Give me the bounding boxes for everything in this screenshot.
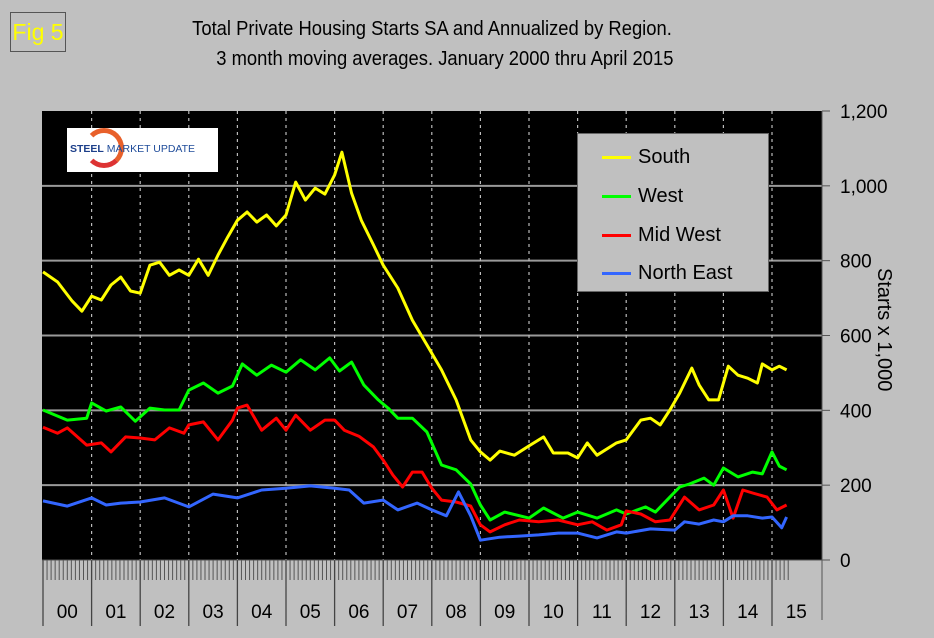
x-tick-label: 09 — [494, 602, 515, 623]
x-tick-label: 00 — [57, 602, 78, 623]
y-tick-label: 0 — [840, 551, 851, 572]
legend-item-north-east: North East — [578, 258, 732, 288]
logo-text: MARKET UPDATE — [103, 143, 196, 155]
chart-title-block: Total Private Housing Starts SA and Annu… — [110, 14, 754, 74]
x-tick-label: 06 — [348, 602, 369, 623]
series-lines — [42, 150, 788, 542]
y-tick-label: 1,000 — [840, 177, 888, 198]
y-tick-label: 1,200 — [840, 102, 888, 123]
legend-swatch-south — [602, 155, 631, 159]
x-tick-label: 11 — [592, 602, 612, 623]
legend-swatch-north-east — [602, 271, 631, 275]
legend-swatch-mid-west — [602, 233, 631, 237]
legend-item-west: West — [578, 181, 683, 211]
x-tick-label: 01 — [105, 602, 126, 623]
legend-item-south: South — [578, 142, 690, 172]
series-line-south — [42, 150, 788, 462]
x-tick-label: 12 — [640, 602, 661, 623]
steel-market-update-logo: STEEL MARKET UPDATE — [67, 128, 218, 172]
x-tick-label: 14 — [737, 602, 759, 623]
y-tick-label: 400 — [840, 401, 872, 422]
chart-subtitle: 3 month moving averages. January 2000 th… — [216, 48, 674, 70]
series-line-mid-west — [42, 403, 788, 534]
legend-item-mid-west: Mid West — [578, 220, 721, 250]
figure-label: Fig 5 — [10, 12, 66, 52]
x-axis: 00 01 02 03 04 05 06 07 08 09 10 11 12 13 14 15 — [42, 559, 822, 638]
x-tick-label: 10 — [543, 602, 564, 623]
x-tick-label: 04 — [251, 602, 273, 623]
y-tick-label: 800 — [840, 252, 872, 273]
series-line-west — [42, 356, 788, 522]
x-tick-label: 13 — [689, 602, 710, 623]
x-tick-label: 08 — [446, 602, 467, 623]
y-tick-label: 600 — [840, 327, 872, 348]
legend-label-north-east: North East — [638, 261, 733, 284]
y-axis: 0 200 400 600 800 1,000 1,200 — [821, 102, 888, 620]
x-tick-label: 07 — [397, 602, 418, 623]
legend-label-south: South — [638, 145, 691, 168]
legend-label-west: West — [638, 184, 684, 207]
logo-arc-icon — [84, 128, 124, 168]
legend-label-mid-west: Mid West — [638, 223, 721, 246]
chart-title: Total Private Housing Starts SA and Annu… — [192, 18, 672, 40]
logo-text-bold: STEEL — [70, 143, 104, 155]
legend: South West Mid West North East — [577, 133, 769, 292]
gridlines — [42, 111, 822, 560]
y-tick-label: 200 — [840, 476, 872, 497]
x-tick-label: 05 — [300, 602, 321, 623]
x-tick-label: 15 — [786, 602, 807, 623]
x-tick-label: 03 — [203, 602, 224, 623]
series-line-north-east — [42, 484, 788, 542]
legend-swatch-west — [602, 194, 631, 198]
x-tick-label: 02 — [154, 602, 175, 623]
y-axis-label: Starts x 1,000 — [873, 268, 895, 392]
